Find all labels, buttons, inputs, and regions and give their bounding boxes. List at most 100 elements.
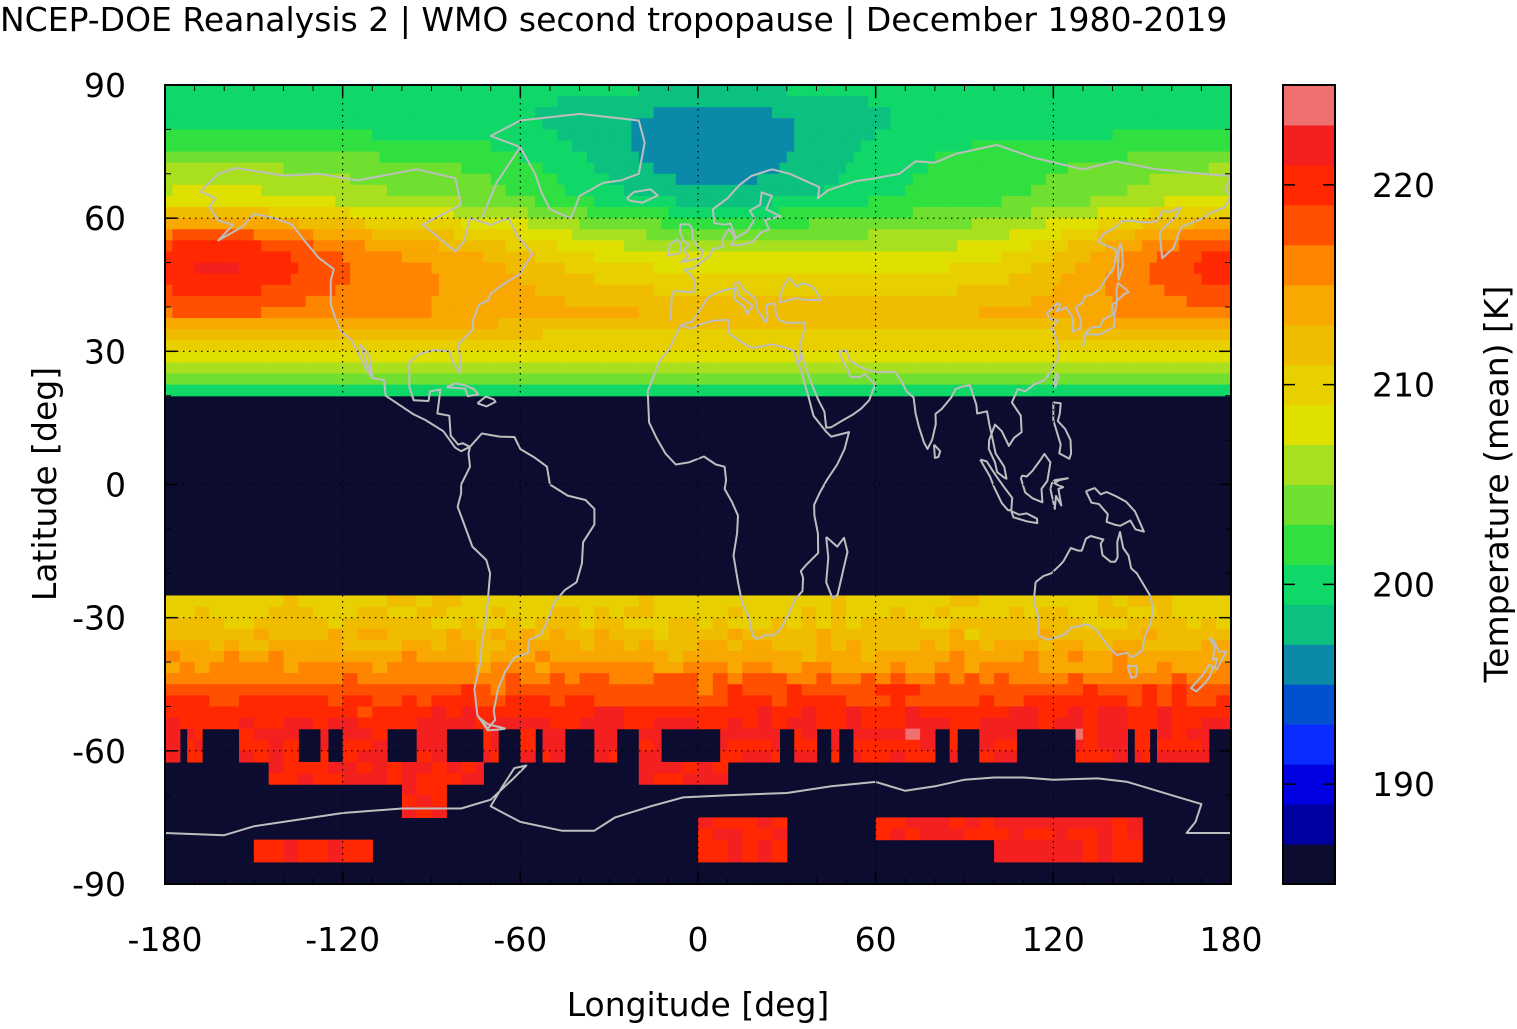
map-cell: [527, 218, 536, 230]
map-cell: [276, 229, 285, 241]
map-cell: [1105, 207, 1114, 219]
map-cell: [298, 373, 307, 386]
map-cell: [623, 107, 632, 119]
map-cell: [957, 384, 966, 397]
map-cell: [912, 628, 921, 641]
map-cell: [631, 639, 640, 652]
map-cell: [239, 639, 248, 652]
map-cell: [868, 218, 877, 230]
map-cell: [572, 173, 581, 186]
map-cell: [431, 262, 440, 275]
map-cell: [172, 617, 181, 630]
map-cell: [1068, 306, 1077, 319]
map-cell: [298, 195, 307, 208]
map-cell: [720, 118, 729, 130]
map-cell: [172, 340, 181, 352]
map-cell: [327, 318, 336, 330]
map-cell: [431, 273, 440, 286]
map-cell: [1171, 639, 1180, 652]
map-cell: [601, 650, 610, 663]
map-cell: [1075, 118, 1084, 130]
map-cell: [1179, 384, 1188, 397]
map-cell: [712, 650, 721, 663]
map-cell: [1171, 284, 1180, 297]
map-cell: [549, 628, 558, 641]
map-cell: [1090, 251, 1099, 264]
map-cell: [794, 173, 803, 186]
map-cell: [357, 195, 366, 208]
map-cell: [1053, 151, 1062, 164]
map-cell: [860, 662, 869, 674]
map-cell: [372, 273, 381, 286]
map-cell: [549, 362, 558, 375]
map-cell: [505, 96, 514, 108]
map-cell: [557, 229, 566, 241]
map-cell: [1193, 617, 1202, 630]
map-cell: [542, 606, 551, 619]
map-cell: [253, 639, 262, 652]
map-cell: [387, 295, 396, 308]
map-cell: [283, 207, 292, 219]
map-cell: [646, 184, 655, 197]
map-cell: [298, 606, 307, 619]
map-cell: [912, 340, 921, 352]
map-cell: [927, 207, 936, 219]
map-cell: [535, 606, 544, 619]
map-cell: [535, 351, 544, 364]
map-cell: [742, 195, 751, 208]
map-cell: [1038, 650, 1047, 663]
map-cell: [1008, 273, 1017, 286]
map-cell: [490, 107, 499, 119]
map-cell: [646, 617, 655, 630]
map-cell: [165, 195, 173, 208]
map-cell: [601, 318, 610, 330]
map-cell: [1082, 606, 1091, 619]
map-cell: [1082, 85, 1091, 97]
map-cell: [505, 384, 514, 397]
map-cell: [986, 340, 995, 352]
map-cell: [1216, 118, 1225, 130]
map-cell: [794, 218, 803, 230]
map-cell: [187, 107, 196, 119]
map-cell: [253, 340, 262, 352]
map-cell: [986, 229, 995, 241]
map-cell: [868, 284, 877, 297]
map-cell: [683, 340, 692, 352]
map-cell: [883, 118, 892, 130]
map-cell: [986, 295, 995, 308]
map-cell: [1008, 207, 1017, 219]
map-cell: [490, 273, 499, 286]
map-cell: [364, 162, 373, 175]
map-cell: [1045, 362, 1054, 375]
map-cell: [1134, 96, 1143, 108]
map-cell: [172, 306, 181, 319]
map-cell: [542, 628, 551, 641]
map-cell: [853, 628, 862, 641]
map-cell: [957, 195, 966, 208]
map-cell: [986, 329, 995, 341]
map-cell: [446, 195, 455, 208]
map-cell: [794, 595, 803, 608]
map-cell: [579, 662, 588, 674]
map-cell: [1097, 140, 1106, 153]
map-cell: [535, 318, 544, 330]
map-cell: [860, 639, 869, 652]
map-cell: [979, 351, 988, 364]
map-cell: [1090, 162, 1099, 175]
map-cell: [1216, 373, 1225, 386]
map-cell: [705, 373, 714, 386]
map-cell: [276, 162, 285, 175]
map-cell: [971, 240, 980, 253]
map-cell: [712, 628, 721, 641]
map-cell: [520, 251, 529, 264]
map-cell: [1164, 284, 1173, 297]
map-cell: [1208, 85, 1217, 97]
map-cell: [357, 251, 366, 264]
map-cell: [305, 118, 314, 130]
map-cell: [1031, 140, 1040, 153]
map-cell: [261, 384, 270, 397]
map-cell: [764, 129, 773, 142]
map-cell: [964, 318, 973, 330]
map-cell: [786, 373, 795, 386]
map-cell: [1090, 140, 1099, 153]
